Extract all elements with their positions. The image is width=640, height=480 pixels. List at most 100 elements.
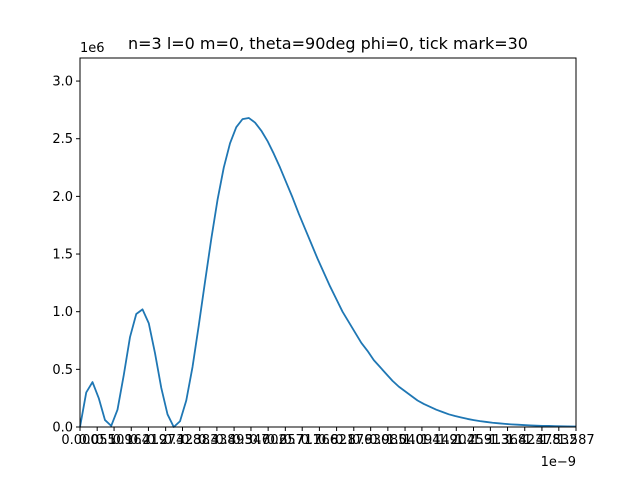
data-point	[223, 167, 224, 168]
x-tick-label: 0.000	[61, 433, 98, 448]
y-tick-label: 2.0	[52, 190, 73, 205]
x-tick-label: 0.547	[232, 433, 269, 448]
y-tick-label: 0.0	[52, 421, 73, 436]
data-point	[161, 387, 162, 388]
x-tick-label: 1.368	[489, 433, 526, 448]
data-point	[136, 313, 137, 314]
x-tick-label: 0.766	[301, 433, 338, 448]
x-tick-label: 1.587	[557, 433, 594, 448]
data-point	[536, 425, 537, 426]
data-point	[111, 425, 112, 426]
data-point	[217, 199, 218, 200]
data-point	[105, 420, 106, 421]
data-point	[330, 286, 331, 287]
x-tick-label: 1.204	[438, 433, 475, 448]
data-point	[492, 422, 493, 423]
y-tick-label: 3.0	[52, 75, 73, 90]
x-tick-label: 0.821	[318, 433, 355, 448]
x-tick-label: 1.149	[420, 433, 457, 448]
x-offset-label: 1e−9	[541, 455, 576, 470]
data-point	[348, 322, 349, 323]
data-point	[380, 367, 381, 368]
data-point	[267, 141, 268, 142]
data-point	[211, 239, 212, 240]
data-point	[367, 350, 368, 351]
data-point	[523, 425, 524, 426]
data-point	[448, 414, 449, 415]
data-point	[511, 424, 512, 425]
data-point	[98, 398, 99, 399]
data-point	[398, 386, 399, 387]
data-point	[273, 153, 274, 154]
data-point	[248, 117, 249, 118]
data-point	[498, 423, 499, 424]
x-tick-label: 0.985	[369, 433, 406, 448]
data-point	[230, 143, 231, 144]
data-point	[130, 337, 131, 338]
x-tick-label: 0.055	[79, 433, 116, 448]
data-point	[305, 228, 306, 229]
data-point	[386, 373, 387, 374]
data-point	[442, 412, 443, 413]
data-point	[342, 311, 343, 312]
y-offset-label: 1e6	[80, 41, 105, 56]
data-point	[505, 423, 506, 424]
plot-frame	[79, 57, 577, 428]
data-point	[455, 416, 456, 417]
x-tick-label: 1.423	[506, 433, 543, 448]
series-line	[79, 117, 577, 428]
x-tick-label: 0.109	[95, 433, 132, 448]
data-point	[373, 360, 374, 361]
x-tick-label: 0.219	[130, 433, 167, 448]
x-tick-label: 0.493	[215, 433, 252, 448]
x-tick-label: 1.478	[523, 433, 560, 448]
x-tick-label: 0.602	[250, 433, 287, 448]
y-tick-label: 0.5	[52, 363, 73, 378]
data-point	[411, 395, 412, 396]
data-point	[430, 406, 431, 407]
data-point	[542, 425, 543, 426]
data-point	[180, 421, 181, 422]
data-point	[167, 414, 168, 415]
data-point	[467, 418, 468, 419]
data-point	[355, 332, 356, 333]
data-point	[123, 375, 124, 376]
x-tick-label: 1.532	[540, 433, 577, 448]
data-point	[480, 421, 481, 422]
data-point	[198, 325, 199, 326]
x-tick-label: 0.328	[164, 433, 201, 448]
data-point	[292, 197, 293, 198]
data-point	[336, 299, 337, 300]
data-point	[517, 424, 518, 425]
y-axis: 0.0 0.5 1.0 1.5 2.0 2.5 3.0	[52, 75, 80, 436]
data-point	[548, 425, 549, 426]
data-point	[392, 380, 393, 381]
data-point	[236, 127, 237, 128]
data-point	[192, 367, 193, 368]
y-tick-label: 1.5	[52, 248, 73, 263]
x-tick-label: 0.274	[147, 433, 184, 448]
data-point	[530, 425, 531, 426]
data-point	[473, 420, 474, 421]
x-tick-label: 0.711	[284, 433, 321, 448]
x-tick-label: 0.383	[181, 433, 218, 448]
data-point	[417, 400, 418, 401]
x-tick-label: 0.438	[198, 433, 235, 448]
x-tick-label: 1.040	[386, 433, 423, 448]
y-tick-label: 1.0	[52, 305, 73, 320]
data-point	[261, 130, 262, 131]
chart-title: n=3 l=0 m=0, theta=90deg phi=0, tick mar…	[128, 34, 528, 53]
data-point	[461, 417, 462, 418]
data-point	[361, 342, 362, 343]
data-point	[255, 122, 256, 123]
data-point	[286, 182, 287, 183]
data-point	[186, 400, 187, 401]
data-point	[317, 258, 318, 259]
x-tick-label: 0.876	[335, 433, 372, 448]
data-point	[311, 243, 312, 244]
data-point	[280, 167, 281, 168]
data-point	[486, 421, 487, 422]
data-point	[155, 353, 156, 354]
